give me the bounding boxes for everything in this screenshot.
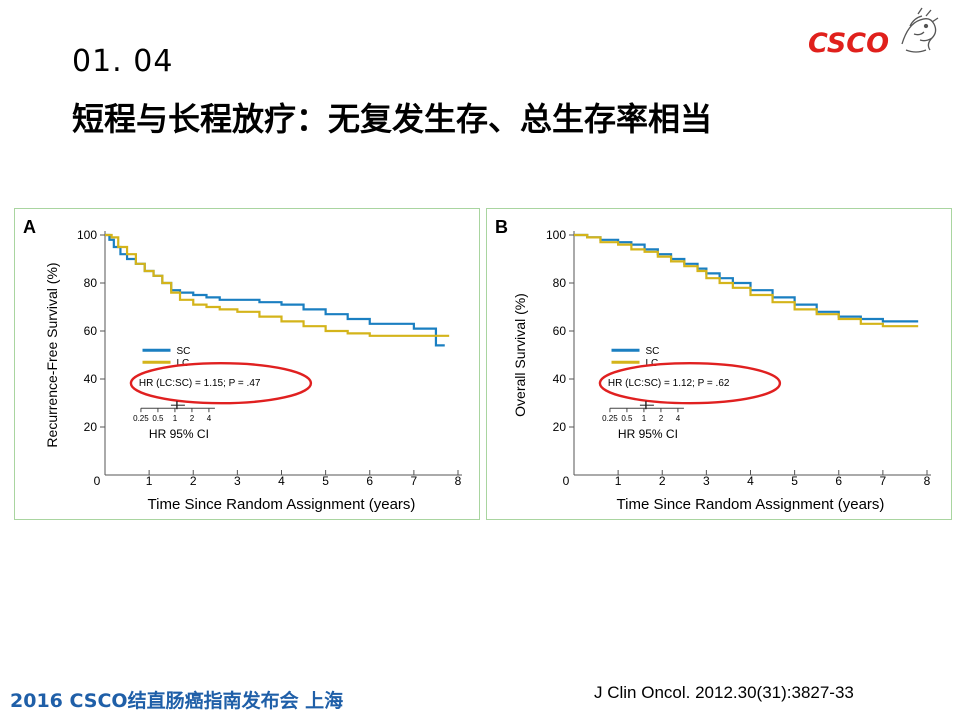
- y-tick-label: 100: [546, 228, 566, 242]
- dragon-icon: [901, 7, 939, 53]
- forest-tick-label: 2: [659, 414, 664, 423]
- x-tick-label: 4: [747, 474, 754, 488]
- forest-tick-label: 0.25: [602, 414, 618, 423]
- panel-label: A: [23, 217, 36, 237]
- x-tick-label: 1: [146, 474, 153, 488]
- legend-label-sc: SC: [646, 346, 660, 357]
- legend-label-lc: LC: [646, 358, 659, 369]
- y-tick-label: 80: [84, 276, 98, 290]
- x-tick-label: 6: [835, 474, 842, 488]
- km-curve-sc: [574, 233, 919, 323]
- x-tick-label: 2: [190, 474, 197, 488]
- forest-tick-label: 1: [173, 414, 178, 423]
- x-tick-label: 1: [615, 474, 622, 488]
- km-curve-lc: [574, 233, 919, 328]
- y-tick-label: 60: [553, 324, 567, 338]
- x-tick-label: 6: [366, 474, 373, 488]
- y-tick-label: 20: [84, 420, 98, 434]
- forest-tick-label: 2: [190, 414, 195, 423]
- x-axis-title: Time Since Random Assignment (years): [617, 496, 885, 513]
- x-tick-label: 0: [563, 474, 570, 488]
- x-tick-label: 0: [94, 474, 101, 488]
- y-axis-title: Overall Survival (%): [512, 293, 528, 417]
- forest-label: HR 95% CI: [149, 427, 209, 441]
- x-tick-label: 2: [659, 474, 666, 488]
- panel-label: B: [495, 217, 508, 237]
- x-tick-label: 3: [703, 474, 710, 488]
- footer-event: 2016 CSCO结直肠癌指南发布会 上海: [10, 690, 344, 712]
- forest-tick-label: 0.5: [152, 414, 164, 423]
- y-tick-label: 40: [84, 372, 98, 386]
- highlight-ellipse: [129, 361, 313, 405]
- hr-annotation: HR (LC:SC) = 1.12; P = .62: [608, 378, 730, 389]
- chart-panel-a: A 20 40 60 80 100 0 1 2 3 4 5 6 7 8 Time Since Random A…: [14, 208, 480, 520]
- legend-label-lc: LC: [177, 358, 190, 369]
- y-tick-label: 60: [84, 324, 98, 338]
- os-chart: B 20 40 60 80 100 0 1 2 3 4 5 6 7 8 Time Since Random A…: [495, 217, 931, 513]
- x-tick-label: 7: [880, 474, 887, 488]
- y-tick-label: 80: [553, 276, 567, 290]
- x-tick-label: 4: [278, 474, 285, 488]
- x-tick-label: 5: [322, 474, 329, 488]
- y-tick-label: 40: [553, 372, 567, 386]
- y-axis-title: Recurrence-Free Survival (%): [44, 262, 60, 447]
- forest-tick-label: 0.25: [133, 414, 149, 423]
- forest-label: HR 95% CI: [618, 427, 678, 441]
- forest-tick-label: 4: [207, 414, 212, 423]
- forest-tick-label: 4: [676, 414, 681, 423]
- logo-text: CSCO: [808, 28, 889, 59]
- x-axis-title: Time Since Random Assignment (years): [148, 496, 416, 513]
- x-tick-label: 8: [455, 474, 462, 488]
- chart-panel-b: B 20 40 60 80 100 0 1 2 3 4 5 6 7 8 Time Since Random A…: [486, 208, 952, 520]
- y-tick-label: 20: [553, 420, 567, 434]
- forest-tick-label: 1: [642, 414, 647, 423]
- rfs-chart: A 20 40 60 80 100 0 1 2 3 4 5 6 7 8 Time Since Random A…: [23, 217, 462, 513]
- km-curve-lc: [105, 233, 450, 337]
- forest-tick-label: 0.5: [621, 414, 633, 423]
- footer-citation: J Clin Oncol. 2012.30(31):3827-33: [594, 683, 854, 702]
- x-tick-label: 5: [791, 474, 798, 488]
- km-curve-sc: [105, 233, 445, 347]
- y-tick-label: 100: [77, 228, 97, 242]
- x-tick-label: 7: [411, 474, 418, 488]
- slide-number: 01. 04: [72, 44, 174, 79]
- x-tick-label: 8: [924, 474, 931, 488]
- x-tick-label: 3: [234, 474, 241, 488]
- legend-label-sc: SC: [177, 346, 191, 357]
- hr-annotation: HR (LC:SC) = 1.15; P = .47: [139, 378, 261, 389]
- slide-title: 短程与长程放疗：无复发生存、总生存率相当: [72, 100, 713, 138]
- csco-logo: CSCO: [808, 7, 939, 59]
- highlight-ellipse: [598, 361, 782, 405]
